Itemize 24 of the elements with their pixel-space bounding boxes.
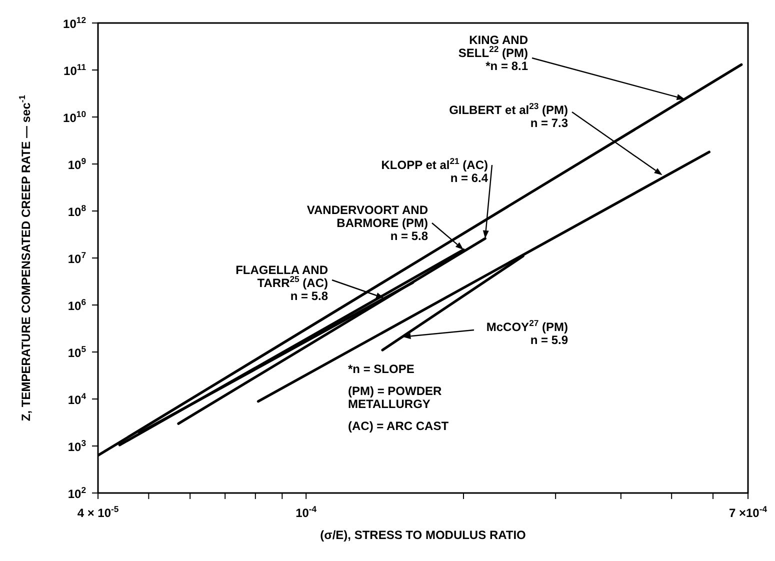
y-tick-label: 10$^{4}$ <box>68 391 86 407</box>
annotation: VANDERVOORT AND BARMORE (PM) n = 5.8 <box>306 203 428 243</box>
y-tick-label: 10$^{2}$ <box>68 485 86 501</box>
y-tick-label: 10$^{6}$ <box>68 297 86 313</box>
annotation: *n = SLOPE <box>348 362 414 376</box>
annotation: KING AND SELL$^{22}$ (PM) *n = 8.1 <box>458 33 528 73</box>
y-tick-label: 10$^{12}$ <box>63 15 86 31</box>
x-axis-title: (σ/E), STRESS TO MODULUS RATIO <box>320 528 526 542</box>
y-tick-label: 10$^{3}$ <box>68 438 86 454</box>
x-tick-label: 7 ×10$^{-4}$ <box>728 504 768 520</box>
annotation: (AC) = ARC CAST <box>348 419 450 433</box>
y-tick-label: 10$^{10}$ <box>63 109 86 125</box>
annotation: FLAGELLA AND TARR$^{25}$ (AC) n = 5.8 <box>236 263 328 303</box>
y-tick-label: 10$^{8}$ <box>68 203 86 219</box>
y-tick-label: 10$^{7}$ <box>68 250 86 266</box>
y-tick-label: 10$^{5}$ <box>68 344 86 360</box>
annotation: McCOY$^{27}$ (PM) n = 5.9 <box>486 318 568 347</box>
annotation: GILBERT et al$^{23}$ (PM) n = 7.3 <box>449 101 568 130</box>
x-tick-label: 10$^{-4}$ <box>296 504 317 520</box>
x-tick-label: 4 × 10$^{-5}$ <box>77 504 119 520</box>
y-tick-label: 10$^{11}$ <box>64 62 86 78</box>
annotation: KLOPP et al$^{21}$ (AC) n = 6.4 <box>381 156 488 185</box>
annotation: (PM) = POWDER METALLURGY <box>348 384 442 411</box>
y-tick-label: 10$^{9}$ <box>68 156 86 172</box>
